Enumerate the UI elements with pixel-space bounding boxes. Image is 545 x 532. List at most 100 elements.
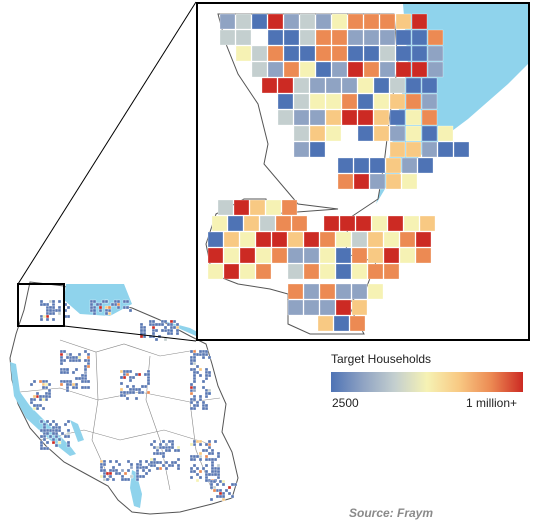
household-cell <box>152 463 157 468</box>
household-cell <box>125 390 130 395</box>
household-cell <box>210 448 215 453</box>
household-cell <box>261 77 278 94</box>
household-cell <box>347 29 364 46</box>
household-cell <box>135 465 140 470</box>
household-cell <box>299 45 316 62</box>
household-cell <box>161 445 166 450</box>
household-cell <box>158 442 163 447</box>
household-cell <box>68 379 73 384</box>
household-cell <box>251 13 268 30</box>
household-cell <box>172 319 177 324</box>
household-cell <box>134 372 139 377</box>
household-cell <box>135 477 140 482</box>
household-cell <box>57 299 62 304</box>
household-cell <box>135 462 140 467</box>
household-cell <box>44 391 49 396</box>
household-cell <box>173 460 178 465</box>
household-cell <box>92 299 97 304</box>
household-cell <box>227 485 232 490</box>
household-cell <box>102 477 107 482</box>
household-cell <box>131 387 136 392</box>
household-cell <box>45 317 50 322</box>
household-cell <box>86 385 91 390</box>
household-cell <box>107 311 112 316</box>
household-cell <box>110 302 115 307</box>
household-cell <box>195 472 200 477</box>
household-cell <box>51 317 56 322</box>
household-cell <box>198 442 203 447</box>
household-cell <box>255 263 272 280</box>
household-cell <box>331 13 348 30</box>
household-cell <box>331 61 348 78</box>
household-cell <box>195 364 200 369</box>
household-cell <box>401 173 418 190</box>
household-cell <box>126 468 131 473</box>
household-cell <box>215 494 220 499</box>
household-cell <box>379 61 396 78</box>
household-cell <box>201 466 206 471</box>
household-cell <box>44 394 49 399</box>
household-cell <box>227 215 244 232</box>
household-cell <box>415 231 432 248</box>
household-cell <box>152 439 157 444</box>
household-cell <box>198 439 203 444</box>
household-cell <box>66 440 71 445</box>
household-cell <box>38 403 43 408</box>
household-cell <box>216 454 221 459</box>
household-cell <box>353 157 370 174</box>
household-cell <box>189 361 194 366</box>
household-cell <box>128 369 133 374</box>
household-cell <box>204 457 209 462</box>
household-cell <box>131 390 136 395</box>
household-cell <box>143 384 148 389</box>
household-cell <box>83 364 88 369</box>
household-cell <box>157 322 162 327</box>
household-cell <box>325 77 342 94</box>
household-cell <box>83 370 88 375</box>
household-cell <box>120 474 125 479</box>
household-cell <box>309 93 326 110</box>
household-cell <box>210 472 215 477</box>
connector-line-bottom <box>63 325 197 342</box>
household-cell <box>39 446 44 451</box>
household-cell <box>201 352 206 357</box>
household-cell <box>102 459 107 464</box>
household-cell <box>204 442 209 447</box>
household-cell <box>32 406 37 411</box>
household-cell <box>367 283 384 300</box>
household-cell <box>201 349 206 354</box>
household-cell <box>42 431 47 436</box>
household-cell <box>379 29 396 46</box>
household-cell <box>265 199 282 216</box>
household-cell <box>325 125 342 142</box>
household-cell <box>170 463 175 468</box>
household-cell <box>303 263 320 280</box>
household-cell <box>192 394 197 399</box>
household-cell <box>207 370 212 375</box>
household-cell <box>146 375 151 380</box>
household-cell <box>209 479 214 484</box>
household-cell <box>68 382 73 387</box>
legend-title: Target Households <box>331 352 432 366</box>
household-cell <box>63 434 68 439</box>
household-cell <box>233 199 250 216</box>
household-cell <box>77 358 82 363</box>
household-cell <box>213 466 218 471</box>
household-cell <box>218 494 223 499</box>
household-cell <box>204 373 209 378</box>
household-cell <box>149 460 154 465</box>
household-cell <box>309 109 326 126</box>
household-cell <box>160 319 165 324</box>
household-cell <box>223 263 240 280</box>
household-cell <box>204 478 209 483</box>
household-cell <box>215 482 220 487</box>
household-cell <box>219 29 236 46</box>
household-cell <box>421 93 438 110</box>
household-cell <box>216 451 221 456</box>
household-cell <box>163 328 168 333</box>
household-cell <box>207 373 212 378</box>
household-cell <box>134 396 139 401</box>
household-cell <box>303 247 320 264</box>
household-cell <box>86 379 91 384</box>
household-cell <box>142 328 147 333</box>
